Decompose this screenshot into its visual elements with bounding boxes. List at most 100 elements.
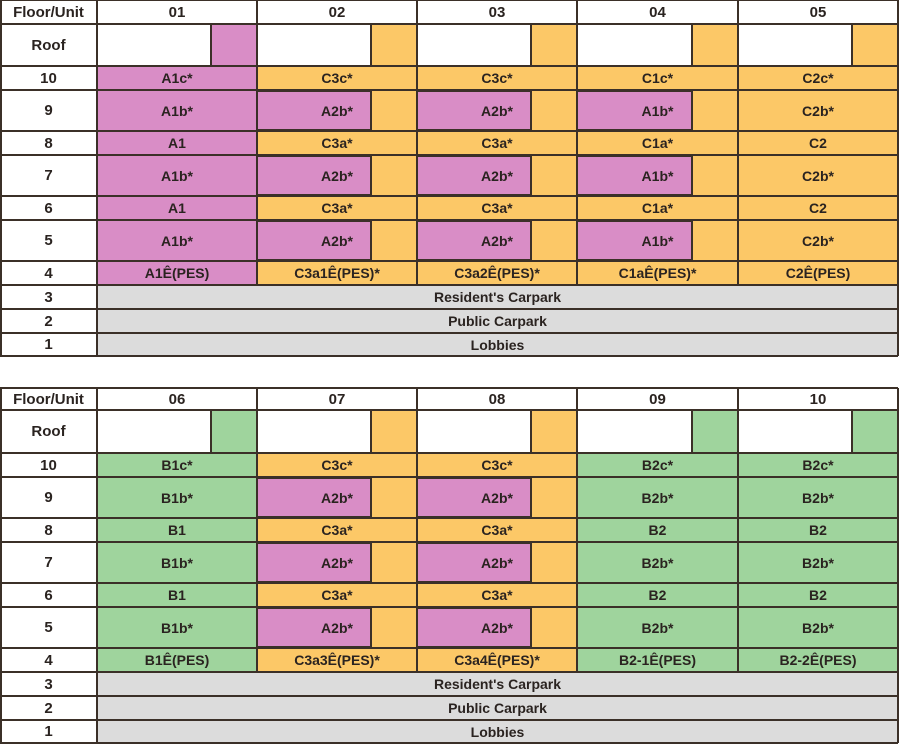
inner-unit-box (577, 155, 693, 196)
unit-cell: C3a* (481, 135, 513, 151)
unit-cell: A2b* (321, 102, 353, 119)
grid-line (577, 647, 738, 649)
unit-cell: A2b* (481, 619, 513, 636)
floor-label: Roof (0, 410, 97, 453)
grid-line (0, 284, 898, 286)
unit-cell: C3a* (321, 587, 353, 603)
inner-unit-box (417, 155, 532, 196)
grid-line (0, 388, 2, 743)
unit-cell: C3a1Ê(PES)* (294, 265, 380, 281)
floor-label: 5 (0, 220, 97, 261)
unit-header-03: 03 (417, 0, 577, 24)
inner-unit-box (257, 542, 372, 583)
unit-cell: C1a* (641, 135, 674, 151)
unit-cell: B2b* (802, 619, 834, 636)
floor-label: 9 (0, 477, 97, 518)
floor-label: 10 (0, 453, 97, 477)
roof-area (257, 410, 372, 453)
grid-line (0, 154, 97, 156)
grid-line (0, 260, 97, 262)
inner-unit-box (417, 607, 532, 648)
grid-line (96, 0, 98, 356)
unit-cell: C3c* (321, 70, 353, 86)
roof-area (577, 410, 693, 453)
grid-line (577, 476, 738, 478)
grid-line (417, 647, 577, 649)
unit-cell: C3a* (481, 200, 513, 216)
shared-floor-2: Public Carpark (97, 309, 898, 333)
grid-line (97, 260, 257, 262)
floor-label: 4 (0, 261, 97, 285)
unit-cell: A1c* (161, 70, 193, 86)
floor-label: 2 (0, 696, 97, 720)
unit-cell: A2b* (481, 554, 513, 571)
grid-line (417, 517, 577, 519)
grid-line (577, 195, 738, 197)
unit-header-09: 09 (577, 388, 738, 410)
unit-cell: A2b* (321, 554, 353, 571)
grid-line (256, 388, 258, 672)
header-floor-unit: Floor/Unit (0, 388, 97, 410)
grid-line (577, 260, 738, 262)
grid-line (257, 260, 417, 262)
floor-label: 5 (0, 607, 97, 648)
grid-line (0, 671, 898, 673)
unit-cell: C3c* (321, 457, 353, 473)
unit-cell: B2 (809, 587, 827, 603)
grid-line (0, 219, 97, 221)
unit-cell: C2 (809, 135, 827, 151)
floor-label: 8 (0, 131, 97, 155)
grid-line (737, 0, 739, 285)
grid-line (577, 517, 738, 519)
grid-line (0, 195, 97, 197)
unit-cell: C3a3Ê(PES)* (294, 652, 380, 668)
unit-cell: A2b* (321, 167, 353, 184)
unit-cell: B2c* (641, 457, 674, 473)
unit-cell: B2b* (802, 489, 834, 506)
unit-cell: C3a* (481, 522, 513, 538)
grid-line (0, 89, 97, 91)
unit-cell: A1b* (161, 102, 193, 119)
unit-cell: C3a2Ê(PES)* (454, 265, 540, 281)
grid-line (97, 582, 257, 584)
grid-line (897, 388, 899, 743)
grid-line (97, 195, 257, 197)
unit-cell: A1Ê(PES) (144, 265, 210, 281)
roof-area (417, 24, 532, 66)
unit-cell: C3a* (481, 587, 513, 603)
grid-line (576, 388, 578, 672)
grid-line (257, 195, 417, 197)
shared-floor-3: Resident's Carpark (97, 672, 898, 696)
floor-label: 10 (0, 66, 97, 90)
shared-floor-2: Public Carpark (97, 696, 898, 720)
unit-cell: B2b* (802, 554, 834, 571)
grid-line (577, 130, 738, 132)
grid-line (0, 582, 97, 584)
grid-line (417, 260, 577, 262)
grid-line (738, 647, 898, 649)
grid-line (417, 582, 577, 584)
unit-cell: C3c* (481, 70, 513, 86)
floor-label: 6 (0, 196, 97, 220)
roof-area (97, 24, 212, 66)
grid-line (97, 476, 257, 478)
grid-line (576, 0, 578, 285)
grid-line (738, 260, 898, 262)
grid-line (738, 582, 898, 584)
grid-line (738, 154, 898, 156)
floor-label: 2 (0, 309, 97, 333)
unit-cell: B2 (809, 522, 827, 538)
roof-area (97, 410, 212, 453)
unit-cell: B2b* (641, 619, 674, 636)
shared-floor-3: Resident's Carpark (97, 285, 898, 309)
roof-area (738, 410, 853, 453)
floor-label: 1 (0, 333, 97, 356)
grid-line (97, 606, 257, 608)
unit-cell: C3a4Ê(PES)* (454, 652, 540, 668)
unit-cell: B2c* (802, 457, 834, 473)
unit-cell: C3a* (321, 135, 353, 151)
shared-floor-1: Lobbies (97, 720, 898, 743)
unit-cell: B2-1Ê(PES) (618, 652, 697, 668)
grid-line (257, 647, 417, 649)
grid-line (0, 284, 97, 286)
